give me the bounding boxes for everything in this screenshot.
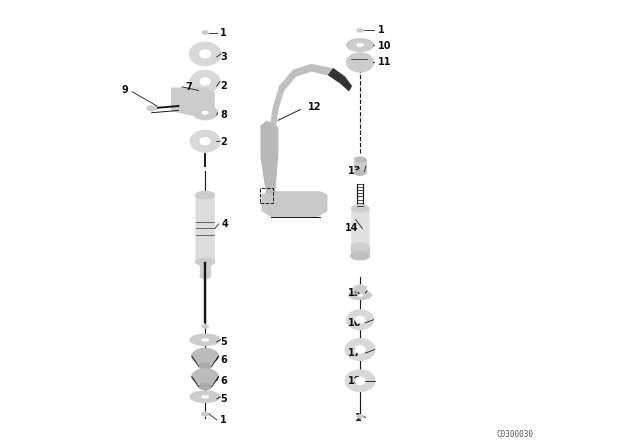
Polygon shape [202, 412, 209, 416]
Bar [196, 195, 214, 262]
Ellipse shape [357, 294, 363, 296]
Ellipse shape [347, 39, 373, 51]
Ellipse shape [355, 377, 365, 384]
Text: 7: 7 [186, 82, 192, 92]
Ellipse shape [190, 391, 220, 403]
Text: C0300030: C0300030 [497, 430, 534, 439]
Ellipse shape [190, 334, 220, 345]
Ellipse shape [192, 369, 218, 385]
Text: 1: 1 [220, 415, 227, 425]
Text: 1: 1 [355, 413, 362, 422]
Ellipse shape [355, 316, 365, 323]
Ellipse shape [200, 78, 211, 85]
Text: 14: 14 [345, 224, 359, 233]
Polygon shape [147, 105, 156, 111]
Ellipse shape [198, 383, 212, 390]
Ellipse shape [200, 138, 211, 145]
Polygon shape [172, 88, 214, 115]
Text: 16: 16 [348, 318, 362, 328]
Ellipse shape [200, 50, 211, 58]
Text: 1: 1 [220, 28, 227, 38]
Bar [355, 159, 366, 173]
Ellipse shape [192, 348, 218, 364]
Text: 12: 12 [308, 102, 321, 112]
Text: 2: 2 [220, 137, 227, 146]
Ellipse shape [355, 157, 366, 162]
Polygon shape [357, 28, 363, 32]
Bar [351, 208, 369, 246]
Ellipse shape [202, 395, 209, 398]
Ellipse shape [193, 106, 218, 120]
Polygon shape [354, 284, 366, 293]
Ellipse shape [346, 370, 375, 392]
Ellipse shape [349, 291, 372, 300]
Text: 1: 1 [378, 26, 385, 35]
Text: 5: 5 [220, 394, 227, 404]
Text: 6: 6 [220, 355, 227, 365]
Text: 2: 2 [220, 81, 227, 91]
Bar [200, 260, 211, 276]
Polygon shape [195, 90, 202, 95]
Ellipse shape [189, 43, 221, 65]
Ellipse shape [200, 274, 211, 278]
Ellipse shape [351, 252, 369, 260]
Text: 8: 8 [220, 110, 227, 120]
Text: 17: 17 [348, 348, 362, 358]
Ellipse shape [191, 71, 220, 92]
Text: 15: 15 [348, 288, 362, 298]
Polygon shape [202, 324, 208, 328]
Text: 6: 6 [220, 376, 227, 386]
Ellipse shape [198, 363, 212, 369]
Ellipse shape [347, 310, 373, 330]
Ellipse shape [202, 338, 209, 341]
Polygon shape [261, 121, 278, 192]
Text: 10: 10 [378, 41, 392, 51]
Bar [351, 246, 369, 256]
Ellipse shape [347, 53, 373, 72]
Ellipse shape [196, 191, 214, 198]
Ellipse shape [346, 339, 375, 360]
Text: 4: 4 [222, 219, 229, 229]
Polygon shape [329, 69, 351, 90]
Ellipse shape [191, 130, 220, 152]
Text: 13: 13 [348, 167, 361, 177]
Ellipse shape [355, 170, 366, 176]
Polygon shape [202, 30, 208, 34]
Ellipse shape [351, 205, 369, 212]
Polygon shape [357, 414, 363, 418]
Text: 3: 3 [220, 52, 227, 62]
Text: 18: 18 [348, 376, 362, 386]
Ellipse shape [356, 43, 364, 47]
Ellipse shape [351, 243, 369, 250]
Polygon shape [271, 65, 344, 126]
Ellipse shape [202, 111, 208, 115]
Ellipse shape [196, 258, 214, 265]
Ellipse shape [355, 346, 365, 353]
Text: 9: 9 [122, 86, 129, 95]
Polygon shape [262, 192, 326, 217]
Text: 11: 11 [378, 57, 392, 67]
Text: 5: 5 [220, 337, 227, 347]
